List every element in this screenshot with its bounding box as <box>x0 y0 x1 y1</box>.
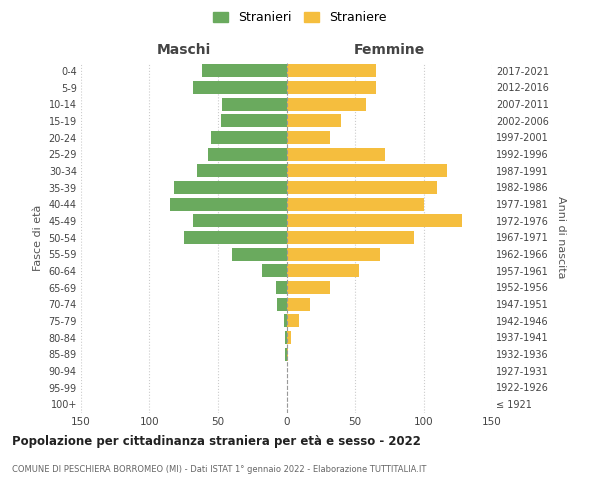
Bar <box>232 248 287 260</box>
Bar <box>262 264 287 278</box>
Y-axis label: Anni di nascita: Anni di nascita <box>556 196 566 278</box>
Bar <box>287 214 462 228</box>
Bar <box>287 81 376 94</box>
Bar <box>277 298 287 310</box>
Text: Popolazione per cittadinanza straniera per età e sesso - 2022: Popolazione per cittadinanza straniera p… <box>12 435 421 448</box>
Bar <box>287 181 437 194</box>
Bar <box>287 248 380 260</box>
Bar <box>287 281 331 294</box>
Bar <box>174 181 287 194</box>
Bar <box>285 331 287 344</box>
Bar <box>287 331 290 344</box>
Bar <box>287 64 376 78</box>
Bar <box>221 114 287 128</box>
Bar <box>202 64 287 78</box>
Bar <box>287 148 385 160</box>
Bar <box>208 148 287 160</box>
Bar <box>275 281 287 294</box>
Text: COMUNE DI PESCHIERA BORROMEO (MI) - Dati ISTAT 1° gennaio 2022 - Elaborazione TU: COMUNE DI PESCHIERA BORROMEO (MI) - Dati… <box>12 465 427 474</box>
Bar <box>287 98 366 110</box>
Bar <box>193 214 287 228</box>
Text: Femmine: Femmine <box>353 44 425 58</box>
Text: Maschi: Maschi <box>157 44 211 58</box>
Bar <box>287 314 299 328</box>
Bar <box>184 231 287 244</box>
Bar <box>287 198 424 210</box>
Bar <box>170 198 287 210</box>
Bar <box>284 314 287 328</box>
Bar <box>211 131 287 144</box>
Bar <box>287 131 331 144</box>
Bar <box>287 298 310 310</box>
Bar <box>285 348 287 360</box>
Bar <box>287 348 288 360</box>
Y-axis label: Fasce di età: Fasce di età <box>33 204 43 270</box>
Bar <box>287 264 359 278</box>
Bar <box>197 164 287 177</box>
Bar <box>287 114 341 128</box>
Bar <box>222 98 287 110</box>
Bar <box>287 231 414 244</box>
Bar <box>193 81 287 94</box>
Bar <box>287 164 447 177</box>
Legend: Stranieri, Straniere: Stranieri, Straniere <box>208 6 392 29</box>
